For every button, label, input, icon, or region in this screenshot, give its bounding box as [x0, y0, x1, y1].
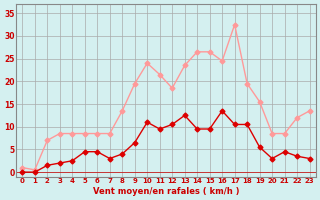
X-axis label: Vent moyen/en rafales ( km/h ): Vent moyen/en rafales ( km/h )	[93, 187, 239, 196]
